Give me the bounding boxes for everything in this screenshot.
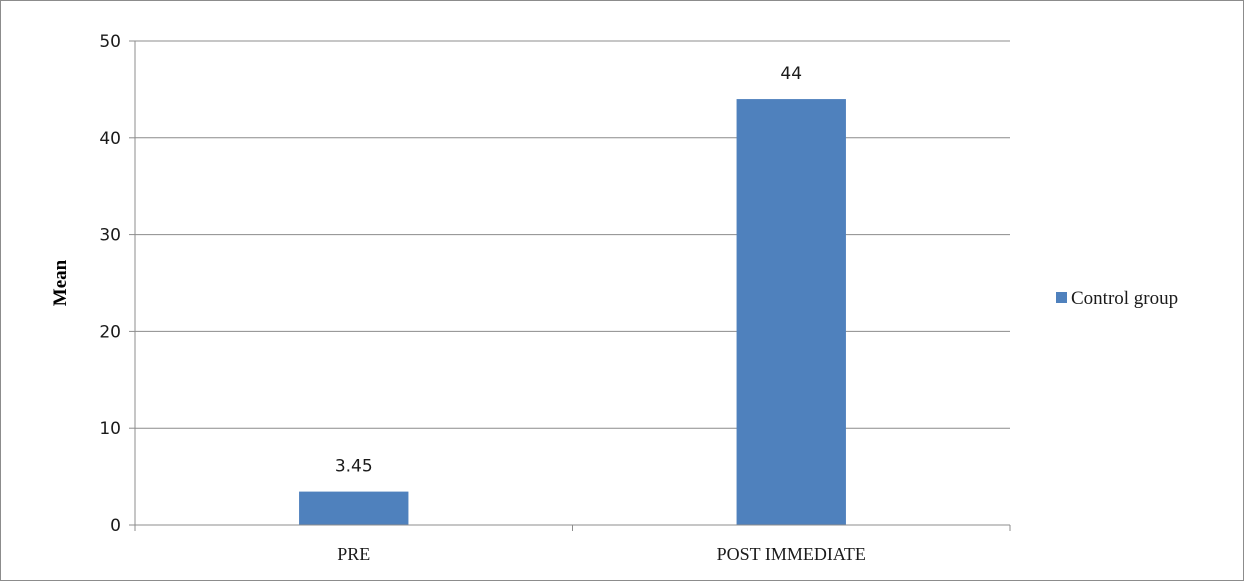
y-tick-label: 0 [110, 516, 121, 536]
y-tick-label: 30 [99, 226, 121, 246]
legend: Control group [1056, 288, 1178, 309]
legend-swatch [1056, 292, 1067, 303]
y-tick-label: 50 [99, 32, 121, 52]
y-axis-ticks: 0 10 20 30 40 50 [99, 32, 135, 536]
y-axis-title: Mean [50, 259, 71, 306]
x-tick-label: POST IMMEDIATE [717, 544, 866, 564]
y-tick-label: 40 [99, 129, 121, 149]
bar-pre [299, 491, 409, 525]
data-label: 44 [780, 64, 802, 84]
gridlines [135, 40, 1010, 429]
x-axis-ticks: PRE POST IMMEDIATE [134, 525, 1011, 564]
data-labels: 3.45 44 [335, 64, 802, 477]
bar-post-immediate [736, 99, 846, 525]
y-tick-label: 20 [99, 322, 121, 342]
data-label: 3.45 [335, 457, 373, 477]
x-tick-label: PRE [337, 544, 370, 564]
legend-label-control-group: Control group [1071, 288, 1178, 309]
bars [299, 99, 846, 525]
y-tick-label: 10 [99, 419, 121, 439]
